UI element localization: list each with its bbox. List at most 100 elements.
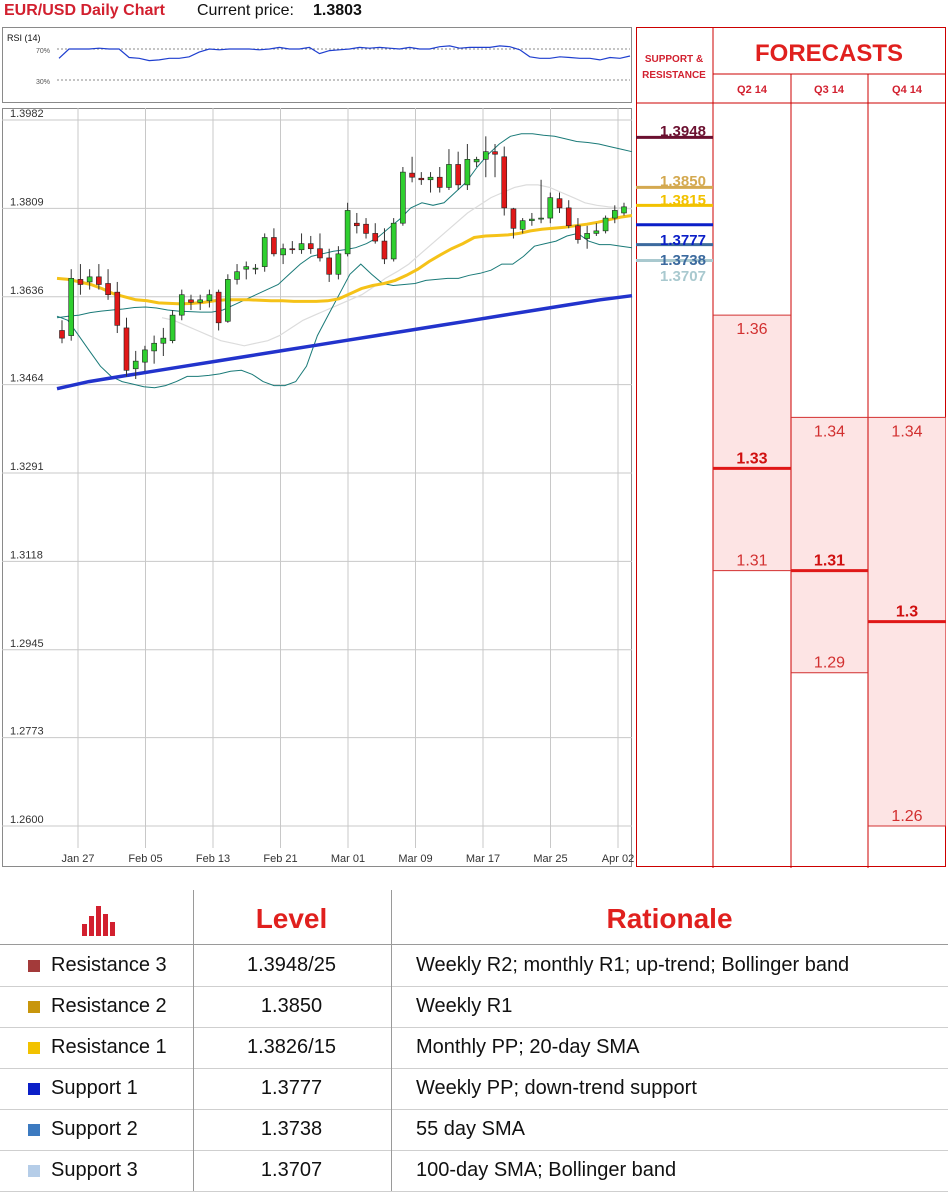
y-tick-label: 1.3291 <box>10 461 44 473</box>
level-label-r2: 1.3850 <box>660 173 706 190</box>
y-tick-label: 1.3464 <box>10 373 44 385</box>
candle-up <box>151 342 157 352</box>
table-row: Resistance 3 1.3948/25 Weekly R2; monthly … <box>0 945 948 987</box>
candle-up <box>142 349 148 363</box>
table-divider-1 <box>193 890 194 1191</box>
candle-up <box>86 276 93 283</box>
candle-up <box>611 210 618 219</box>
rsi-level-low: 30% <box>36 79 50 86</box>
table-row: Resistance 2 1.3850 Weekly R1 <box>0 986 948 1028</box>
candle-down <box>271 237 277 255</box>
sr-label-line2: RESISTANCE <box>642 70 706 81</box>
candle-up <box>280 248 286 256</box>
candle-up <box>621 206 627 214</box>
x-tick-label: Feb 21 <box>263 853 297 865</box>
candle-up <box>602 217 609 232</box>
bollinger-lower-line <box>56 232 633 389</box>
rationale-column-header: Rationale <box>606 903 733 934</box>
quarter-q2: Q2 14 <box>737 84 768 96</box>
level-label-s2: 1.3738 <box>660 252 706 269</box>
rsi-panel: RSI (14) 70% 30% <box>2 27 632 103</box>
candle-up <box>464 159 471 186</box>
x-tick-label: Feb 13 <box>196 853 230 865</box>
x-tick-label: Mar 09 <box>398 853 432 865</box>
candle-up <box>538 217 544 220</box>
candle-up <box>68 278 75 336</box>
candle-down <box>188 299 194 303</box>
forecast-range-q2 <box>713 315 791 571</box>
level-color-swatch <box>28 1124 40 1136</box>
forecast-mid-q3: 1.31 <box>814 553 845 570</box>
table-row: Support 1 1.3777 Weekly PP; down-trend sup… <box>0 1068 948 1110</box>
levels-table-header: Level Rationale <box>0 890 948 945</box>
candle-down <box>418 177 425 181</box>
level-name: Resistance 3 <box>51 954 167 976</box>
x-tick-label: Mar 25 <box>533 853 567 865</box>
candle-up <box>473 159 480 163</box>
candle-down <box>409 172 415 178</box>
y-tick-label: 1.3636 <box>10 285 44 297</box>
candle-up <box>519 220 526 230</box>
level-rationale: 55 day SMA <box>416 1118 525 1140</box>
candle-up <box>344 210 351 255</box>
level-rationale: 100-day SMA; Bollinger band <box>416 1159 677 1181</box>
y-tick-label: 1.3982 <box>10 108 44 120</box>
rsi-frame <box>2 27 632 103</box>
level-value: 1.3850 <box>260 995 323 1017</box>
candle-up <box>206 294 213 302</box>
chart-frame <box>2 108 632 867</box>
x-tick-label: Feb 05 <box>128 853 162 865</box>
level-name: Resistance 1 <box>51 1036 167 1058</box>
candle-down <box>501 156 508 209</box>
candle-up <box>529 218 535 221</box>
candle-up <box>400 171 406 224</box>
candle-down <box>354 222 360 227</box>
candle-down <box>123 327 130 371</box>
level-color-swatch <box>28 1083 40 1095</box>
bollinger-upper-line <box>56 133 633 319</box>
forecast-panel: SUPPORT & RESISTANCE FORECASTS Q2 14 Q3 … <box>636 27 946 868</box>
level-value: 1.3707 <box>260 1159 323 1181</box>
price-chart: 1.3982 1.3809 1.3636 1.3464 1.3291 1.3118 1.29… <box>2 108 634 867</box>
y-tick-label: 1.2773 <box>10 726 44 738</box>
candle-up <box>225 279 231 322</box>
candle-up <box>593 230 600 234</box>
forecast-mid-q4: 1.3 <box>896 604 918 621</box>
level-name: Support 2 <box>51 1118 138 1140</box>
candle-up <box>427 176 434 181</box>
candle-down <box>556 198 563 209</box>
level-color-swatch <box>28 960 40 972</box>
bollinger-mid-line <box>161 184 633 347</box>
level-value: 1.3738 <box>260 1118 323 1140</box>
level-color-swatch <box>28 1042 40 1054</box>
candle-up <box>483 151 489 160</box>
candle-up <box>335 253 342 275</box>
candle-up <box>261 237 268 267</box>
level-label-s3: 1.3707 <box>660 268 706 285</box>
y-tick-label: 1.2600 <box>10 814 44 826</box>
candle-down <box>77 279 84 285</box>
candle-down <box>510 208 517 229</box>
price-value: 1.3803 <box>313 2 362 19</box>
level-value: 1.3948/25 <box>247 954 336 976</box>
candle-up <box>390 222 397 260</box>
forecasts-title: FORECASTS <box>755 40 903 67</box>
forecast-low-q2: 1.31 <box>736 553 767 570</box>
quarter-q4: Q4 14 <box>892 84 923 96</box>
quarter-q3: Q3 14 <box>814 84 845 96</box>
level-rationale: Weekly R2; monthly R1; up-trend; Bolling… <box>416 954 850 976</box>
candle-down <box>372 233 379 242</box>
x-tick-label: Mar 01 <box>331 853 365 865</box>
forecast-high-q2: 1.36 <box>736 321 767 338</box>
sma-slow-line <box>56 293 633 391</box>
chart-title: EUR/USD Daily Chart <box>4 2 165 19</box>
bar-chart-icon <box>82 906 115 936</box>
level-color-swatch <box>28 1001 40 1013</box>
rsi-level-high: 70% <box>36 48 50 55</box>
level-label-r1: 1.3815 <box>660 192 706 209</box>
table-row: Support 2 1.3738 55 day SMA <box>0 1109 948 1151</box>
level-rationale: Monthly PP; 20-day SMA <box>416 1036 640 1058</box>
candle-down <box>105 283 111 296</box>
y-tick-label: 1.2945 <box>10 638 44 650</box>
table-divider-2 <box>391 890 392 1191</box>
